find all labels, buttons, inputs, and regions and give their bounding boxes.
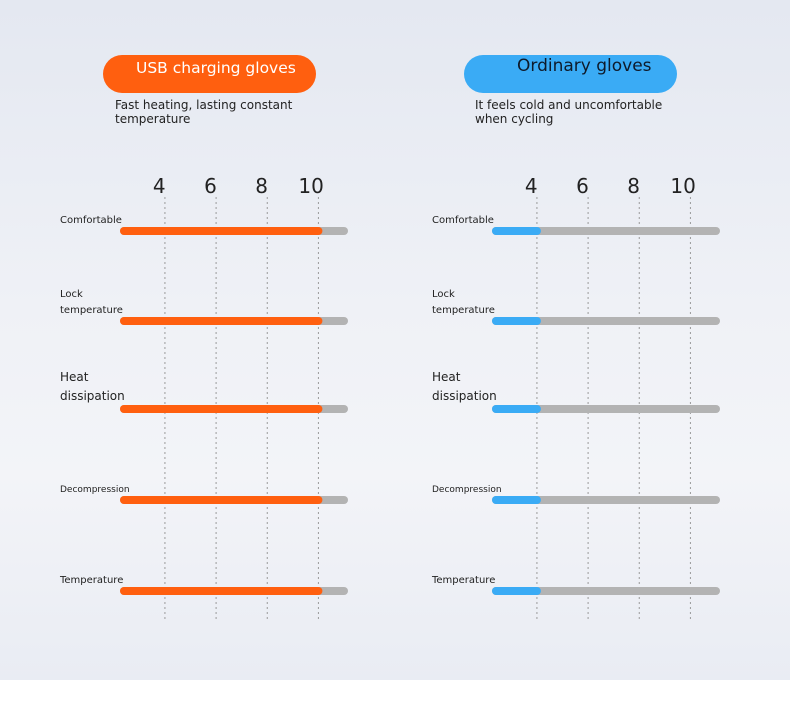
x-tick-label: 8 bbox=[255, 174, 268, 198]
category-label: Lock temperature bbox=[432, 289, 495, 316]
ordinary-gloves-description: It feels cold and uncomfortable when cyc… bbox=[475, 98, 663, 126]
background bbox=[0, 0, 790, 680]
category-label: Lock temperature bbox=[60, 289, 123, 316]
x-tick-label: 4 bbox=[525, 174, 538, 198]
category-label: Comfortable bbox=[432, 215, 494, 226]
x-tick-label: 8 bbox=[627, 174, 640, 198]
category-label: Heat dissipation bbox=[432, 370, 497, 403]
x-tick-label: 10 bbox=[298, 174, 323, 198]
category-label: Comfortable bbox=[60, 215, 122, 226]
x-tick-label: 4 bbox=[153, 174, 166, 198]
ordinary-gloves-title-pill: Ordinary gloves bbox=[464, 55, 677, 93]
ordinary-gloves-title: Ordinary gloves bbox=[517, 56, 652, 76]
category-label: Decompression bbox=[432, 485, 502, 495]
usb-gloves-title: USB charging gloves bbox=[136, 59, 296, 77]
x-tick-label: 6 bbox=[576, 174, 589, 198]
usb-gloves-description: Fast heating, lasting constant temperatu… bbox=[115, 98, 293, 126]
category-label: Temperature bbox=[59, 575, 123, 586]
x-tick-label: 6 bbox=[204, 174, 217, 198]
usb-gloves-title-pill: USB charging gloves bbox=[103, 55, 316, 93]
category-label: Heat dissipation bbox=[60, 370, 125, 403]
category-label: Decompression bbox=[60, 485, 130, 495]
x-tick-label: 10 bbox=[670, 174, 695, 198]
category-label: Temperature bbox=[431, 575, 495, 586]
